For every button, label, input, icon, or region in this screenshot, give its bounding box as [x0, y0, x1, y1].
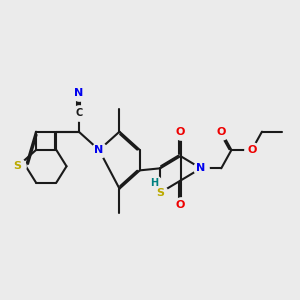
Text: N: N — [196, 163, 206, 173]
Text: H: H — [150, 178, 158, 188]
Text: N: N — [94, 145, 104, 155]
Text: C: C — [75, 108, 82, 118]
Text: S: S — [14, 161, 22, 171]
Text: O: O — [247, 145, 256, 155]
Text: O: O — [217, 127, 226, 137]
Text: O: O — [176, 127, 185, 137]
Text: O: O — [176, 200, 185, 210]
Text: S: S — [156, 188, 164, 198]
Text: N: N — [74, 88, 83, 98]
